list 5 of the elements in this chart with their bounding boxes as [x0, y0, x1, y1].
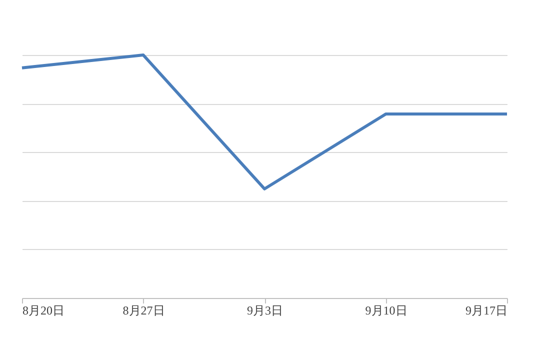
x-tick-label: 9月10日 — [365, 304, 408, 318]
x-tick-label: 8月20日 — [22, 304, 64, 318]
x-tick-label: 8月27日 — [122, 304, 165, 318]
x-tick-label: 9月3日 — [247, 304, 283, 318]
x-tick-label: 9月17日 — [466, 304, 508, 318]
